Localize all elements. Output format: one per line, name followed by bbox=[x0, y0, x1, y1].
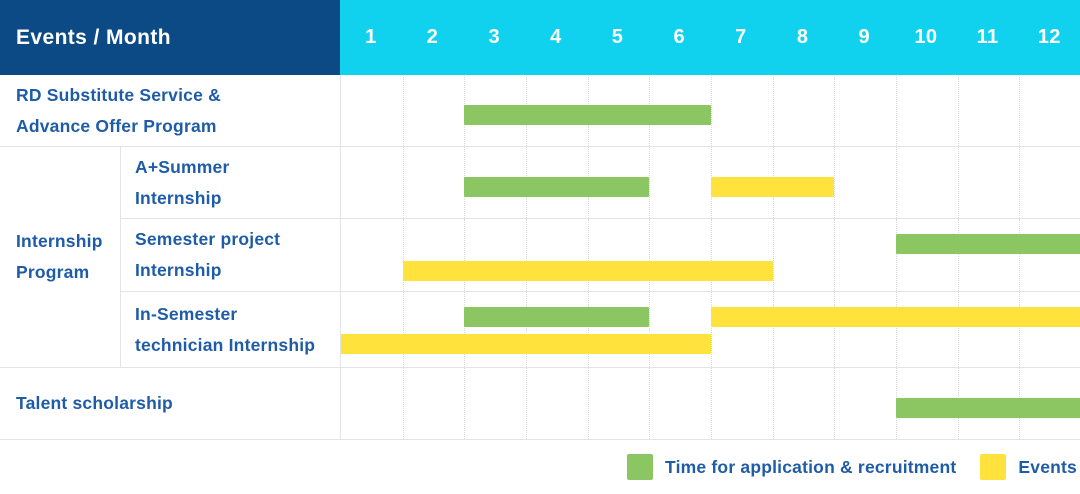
event-bar bbox=[711, 307, 1080, 327]
month-header-3: 3 bbox=[488, 26, 500, 48]
month-gridline bbox=[649, 219, 651, 291]
month-gridline bbox=[957, 75, 959, 146]
month-gridline bbox=[711, 368, 712, 439]
month-gridline bbox=[772, 219, 774, 291]
month-gridline bbox=[1019, 75, 1021, 146]
row-month-grid bbox=[340, 75, 1080, 147]
row-label: Talent scholarship bbox=[0, 368, 340, 440]
row-label: Semester project Internship bbox=[121, 219, 340, 292]
month-gridline bbox=[1019, 147, 1021, 218]
group-label-internship-program: Internship Program bbox=[0, 147, 121, 368]
event-bar bbox=[341, 334, 711, 354]
event-bar bbox=[402, 261, 773, 281]
row-label: A+Summer Internship bbox=[121, 147, 340, 219]
row-label: In-Semester technician Internship bbox=[121, 292, 340, 368]
month-header-12: 12 bbox=[1037, 26, 1061, 48]
month-header-9: 9 bbox=[858, 26, 870, 48]
month-header-10: 10 bbox=[914, 26, 938, 48]
month-gridline bbox=[464, 368, 466, 439]
month-header-4: 4 bbox=[550, 26, 562, 48]
month-gridline bbox=[1019, 219, 1021, 291]
month-gridline bbox=[957, 292, 959, 367]
table-title: Events / Month bbox=[16, 25, 171, 49]
application-bar bbox=[464, 177, 650, 197]
application-bar bbox=[896, 398, 1080, 418]
event-bar bbox=[711, 177, 835, 197]
month-gridline bbox=[464, 292, 466, 367]
month-gridline bbox=[402, 292, 404, 367]
month-gridline bbox=[896, 219, 897, 291]
month-header-row: 1 2 3 4 5 6 7 8 9 10 11 12 bbox=[340, 0, 1080, 75]
legend-label: Events bbox=[1018, 456, 1077, 477]
month-gridline bbox=[526, 368, 527, 439]
month-gridline bbox=[957, 219, 959, 291]
table-header-corner: Events / Month bbox=[0, 0, 340, 75]
month-gridline bbox=[649, 292, 651, 367]
month-gridline bbox=[587, 292, 589, 367]
row-month-grid bbox=[340, 219, 1080, 292]
legend-label: Time for application & recruitment bbox=[665, 456, 957, 477]
legend-item-event: Events bbox=[980, 454, 1077, 480]
month-gridline bbox=[834, 147, 836, 218]
application-bar bbox=[464, 105, 711, 125]
application-bar bbox=[464, 307, 650, 327]
month-gridline bbox=[896, 75, 897, 146]
month-gridline bbox=[402, 219, 404, 291]
legend-item-application: Time for application & recruitment bbox=[627, 454, 956, 480]
month-gridline bbox=[772, 292, 774, 367]
application-bar bbox=[896, 234, 1080, 254]
month-header-5: 5 bbox=[611, 26, 624, 48]
month-gridline bbox=[587, 219, 589, 291]
month-gridline bbox=[834, 219, 836, 291]
row-month-grid bbox=[340, 368, 1080, 440]
month-gridline bbox=[772, 368, 774, 439]
month-gridline bbox=[896, 292, 897, 367]
row-month-grid bbox=[340, 147, 1080, 219]
month-header-8: 8 bbox=[796, 26, 809, 48]
row-label: RD Substitute Service & Advance Offer Pr… bbox=[0, 75, 340, 147]
month-gridline bbox=[711, 292, 712, 367]
month-gridline bbox=[834, 292, 836, 367]
month-gridline bbox=[711, 75, 712, 146]
month-header-11: 11 bbox=[976, 26, 999, 48]
month-gridline bbox=[649, 368, 651, 439]
row-month-grid bbox=[340, 292, 1080, 368]
chart-legend: Time for application & recruitment Events bbox=[0, 440, 1080, 494]
month-gridline bbox=[649, 147, 651, 218]
legend-swatch-application bbox=[627, 454, 654, 480]
month-gridline bbox=[587, 368, 589, 439]
month-gridline bbox=[464, 219, 466, 291]
month-gridline bbox=[896, 147, 897, 218]
month-gridline bbox=[957, 147, 959, 218]
month-gridline bbox=[834, 75, 836, 146]
month-header-1: 1 bbox=[365, 26, 377, 48]
month-gridline bbox=[526, 219, 527, 291]
month-header-2: 2 bbox=[426, 26, 439, 48]
month-gridline bbox=[834, 368, 836, 439]
month-gridline bbox=[402, 75, 404, 146]
month-gridline bbox=[711, 219, 712, 291]
month-gridline bbox=[402, 147, 404, 218]
month-gridline bbox=[772, 75, 774, 146]
month-gridline bbox=[402, 368, 404, 439]
month-gridline bbox=[526, 292, 527, 367]
month-header-7: 7 bbox=[735, 26, 747, 48]
month-gridline bbox=[1019, 292, 1021, 367]
legend-swatch-event bbox=[980, 454, 1007, 480]
month-header-6: 6 bbox=[673, 26, 685, 48]
